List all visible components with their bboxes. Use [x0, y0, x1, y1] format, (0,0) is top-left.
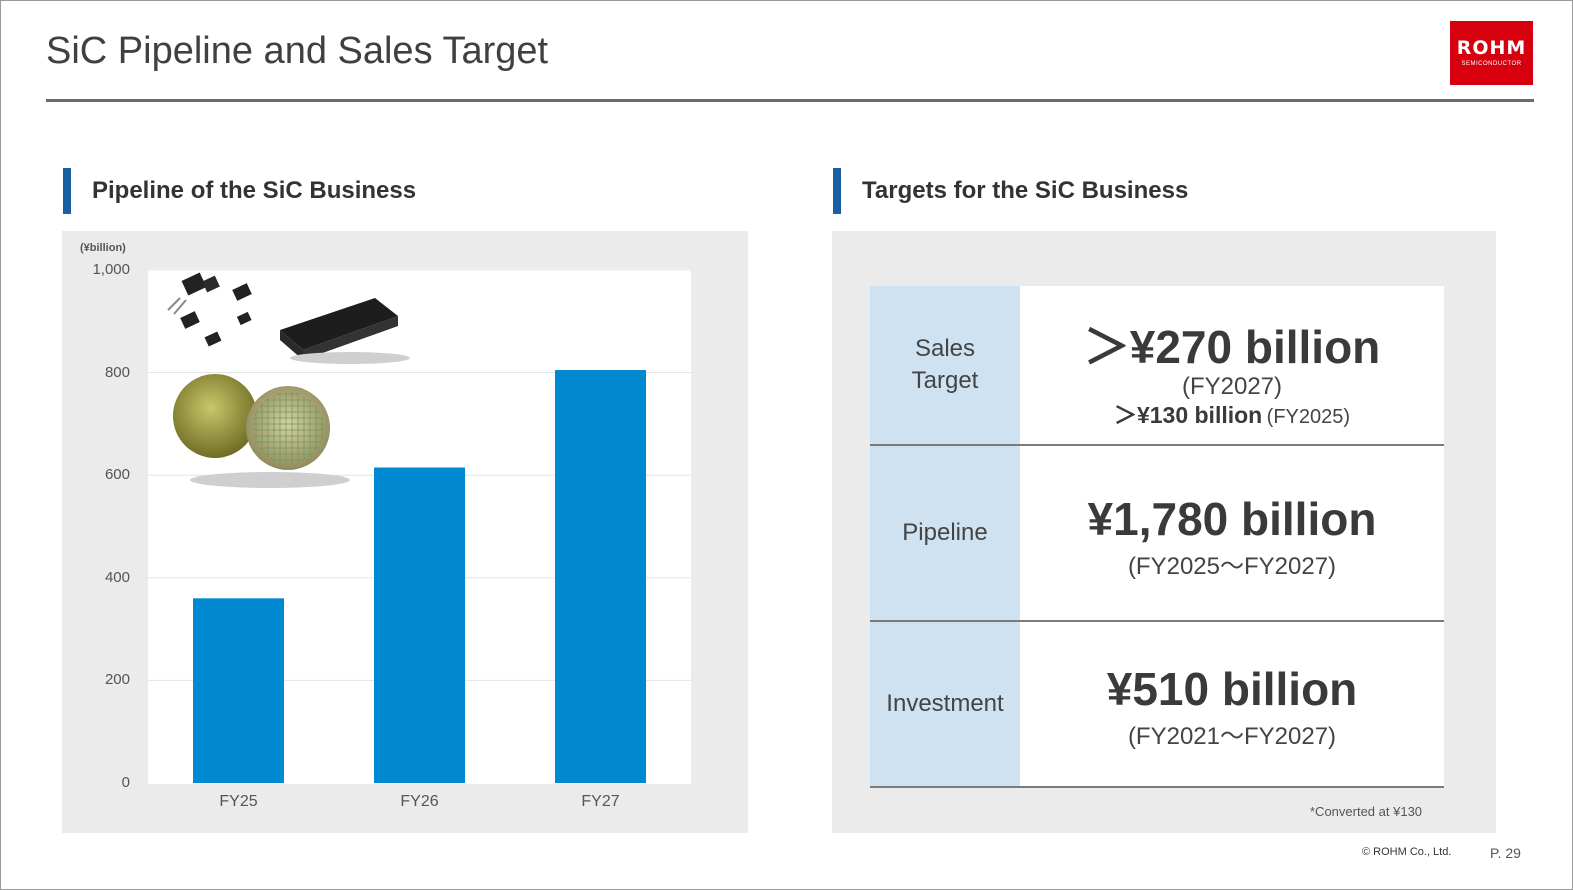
table-row-sales-target: Sales Target ＞¥270 billion (FY2027) ＞¥13…	[870, 286, 1444, 444]
investment-period: (FY2021～FY2027)	[1127, 723, 1337, 750]
sales-target-value: ＞¥270 billion	[1083, 321, 1381, 373]
right-section-title: Targets for the SiC Business	[862, 177, 1189, 204]
sales-target-period: (FY2027)	[1181, 373, 1283, 400]
slide-title: SiC Pipeline and Sales Target	[46, 30, 549, 72]
table-row-pipeline: Pipeline ¥1,780 billion (FY2025～FY2027)	[870, 446, 1444, 620]
y-tick-label: 600	[104, 466, 130, 484]
row-divider	[870, 620, 1444, 622]
sic-products-image	[167, 272, 410, 488]
pipeline-period: (FY2025～FY2027)	[1127, 553, 1337, 580]
x-tick-label: FY26	[400, 793, 439, 810]
table-row-investment: Investment ¥510 billion (FY2021～FY2027)	[870, 622, 1444, 786]
left-section-title: Pipeline of the SiC Business	[92, 177, 417, 204]
title-divider	[46, 99, 1534, 102]
row-label: Pipeline	[870, 446, 1020, 620]
y-tick-label: 200	[104, 671, 130, 689]
bar-fy26	[374, 467, 465, 783]
row-value: ¥1,780 billion (FY2025～FY2027)	[1020, 446, 1444, 620]
investment-value: ¥510 billion	[1106, 663, 1358, 715]
row-label: Investment	[870, 622, 1020, 786]
y-tick-label: 400	[104, 568, 130, 586]
x-tick-label: FY25	[219, 793, 258, 810]
copyright: © ROHM Co., Ltd.	[1362, 846, 1452, 858]
label-line: Investment	[886, 690, 1004, 717]
left-section-marker	[63, 168, 71, 214]
y-tick-label: 0	[121, 774, 130, 791]
label-line: Sales	[914, 335, 976, 362]
table-bottom-rule	[870, 786, 1444, 788]
y-axis-unit: (¥billion)	[80, 242, 126, 254]
row-divider	[870, 444, 1444, 446]
row-label: Sales Target	[870, 286, 1020, 444]
page-number: P. 29	[1490, 845, 1521, 861]
label-line: Target	[911, 367, 979, 394]
x-tick-label: FY27	[581, 793, 620, 810]
sales-target-fy2025-value: ＞¥130 billion	[1113, 402, 1263, 428]
row-value: ＞¥270 billion (FY2027) ＞¥130 billion (FY…	[1020, 286, 1444, 444]
pipeline-value: ¥1,780 billion	[1087, 493, 1377, 545]
logo-text: ROHM	[1456, 37, 1527, 59]
row-value: ¥510 billion (FY2021～FY2027)	[1020, 622, 1444, 786]
label-line: Pipeline	[902, 519, 988, 546]
rohm-logo: ROHM SEMICONDUCTOR	[1450, 21, 1533, 85]
y-tick-label: 1,000	[92, 261, 130, 278]
bar-fy25	[193, 598, 284, 783]
right-section-marker	[833, 168, 841, 214]
conversion-note: *Converted at ¥130	[1310, 804, 1423, 819]
y-tick-label: 800	[104, 363, 130, 381]
logo-subtext: SEMICONDUCTOR	[1461, 61, 1522, 67]
sales-target-fy2025-period: (FY2025)	[1266, 406, 1351, 428]
bar-fy27	[555, 370, 646, 783]
